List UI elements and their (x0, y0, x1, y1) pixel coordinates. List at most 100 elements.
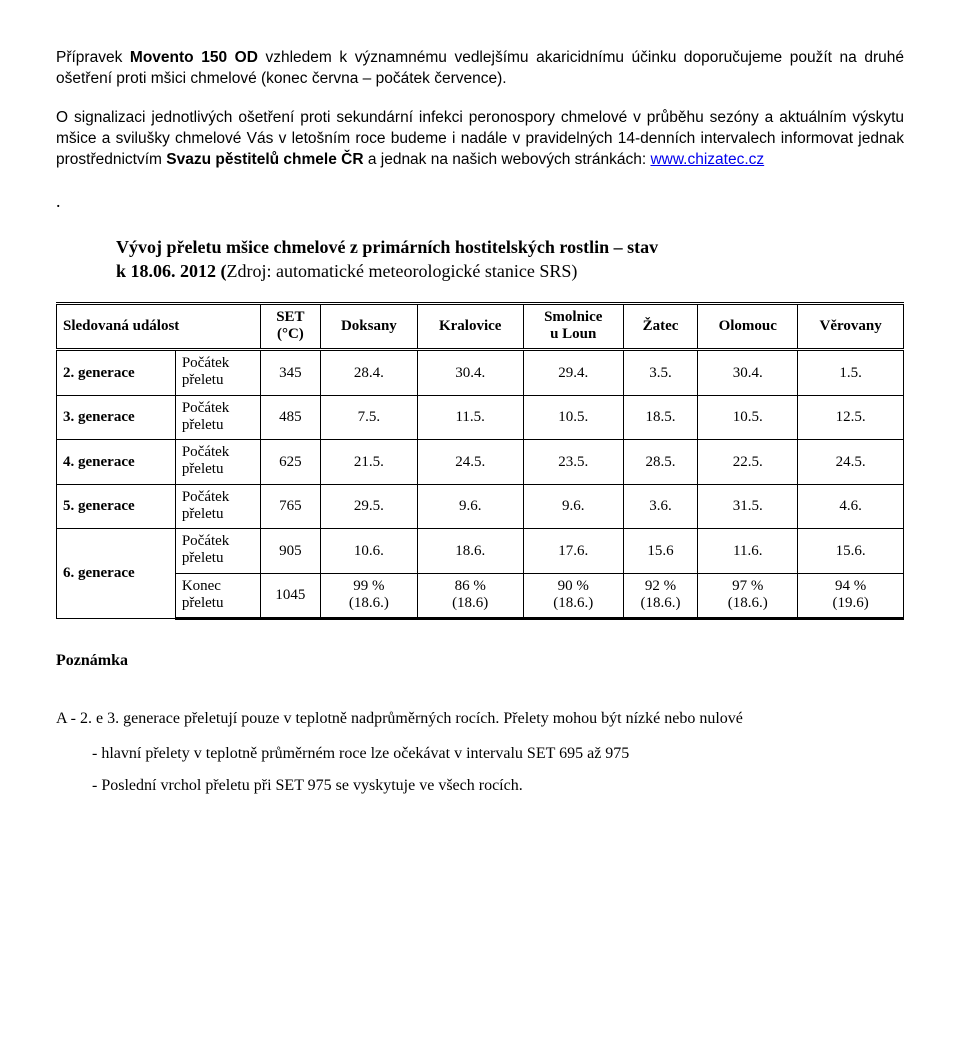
cell: 7.5. (321, 395, 418, 440)
cell: 15.6 (623, 529, 697, 574)
cell-l2: (18.6.) (349, 595, 389, 611)
cell: 9.6. (523, 484, 623, 529)
table-row: 6. generace Počátekpřeletu 905 10.6. 18.… (57, 529, 904, 574)
row-sublabel: Počátekpřeletu (175, 529, 260, 574)
cell: 485 (260, 395, 320, 440)
row-sublabel: Počátekpřeletu (175, 395, 260, 440)
section-heading: Vývoj přeletu mšice chmelové z primárníc… (116, 235, 904, 284)
col-set-l2: (°C) (277, 326, 304, 342)
cell: 10.5. (523, 395, 623, 440)
para2-part2: a jednak na našich webových stránkách: (368, 151, 651, 168)
table-row: Konecpřeletu 1045 99 %(18.6.) 86 %(18.6)… (57, 573, 904, 619)
cell: 29.5. (321, 484, 418, 529)
row-sublabel: Počátekpřeletu (175, 484, 260, 529)
col-zatec: Žatec (623, 303, 697, 350)
col-olomouc: Olomouc (698, 303, 798, 350)
row-sublabel: Počátekpřeletu (175, 350, 260, 396)
cell: 905 (260, 529, 320, 574)
col-verovany: Věrovany (798, 303, 904, 350)
col-event: Sledovaná událost (57, 303, 261, 350)
cell: 28.4. (321, 350, 418, 396)
cell-l2: (18.6.) (728, 595, 768, 611)
note-c: - Poslední vrchol přeletu při SET 975 se… (92, 775, 904, 797)
note-a-text: 2. e 3. generace přeletují pouze v teplo… (80, 710, 743, 727)
cell-l2: (19.6) (833, 595, 869, 611)
row-label: 6. generace (57, 529, 176, 619)
cell-l1: 90 % (558, 578, 589, 594)
note-a: A - 2. e 3. generace přeletují pouze v t… (56, 708, 904, 730)
cell-l1: 97 % (732, 578, 763, 594)
cell: 97 %(18.6.) (698, 573, 798, 619)
para1-prefix: Přípravek (56, 49, 130, 66)
cell: 625 (260, 440, 320, 485)
heading-line1: Vývoj přeletu mšice chmelové z primárníc… (116, 235, 904, 259)
cell: 18.6. (417, 529, 523, 574)
cell: 345 (260, 350, 320, 396)
cell: 31.5. (698, 484, 798, 529)
cell-l1: 86 % (455, 578, 486, 594)
cell: 12.5. (798, 395, 904, 440)
row-label: 3. generace (57, 395, 176, 440)
cell: 3.6. (623, 484, 697, 529)
cell: 92 %(18.6.) (623, 573, 697, 619)
table-row: 3. generace Počátekpřeletu 485 7.5. 11.5… (57, 395, 904, 440)
cell: 1045 (260, 573, 320, 619)
cell: 11.5. (417, 395, 523, 440)
col-smolnice-l2: u Loun (550, 326, 596, 342)
cell: 30.4. (417, 350, 523, 396)
cell: 86 %(18.6) (417, 573, 523, 619)
col-set-l1: SET (276, 309, 304, 325)
table-row: 5. generace Počátekpřeletu 765 29.5. 9.6… (57, 484, 904, 529)
cell-l1: 94 % (835, 578, 866, 594)
col-doksany: Doksany (321, 303, 418, 350)
cell: 94 %(19.6) (798, 573, 904, 619)
cell: 15.6. (798, 529, 904, 574)
col-smolnice-l1: Smolnice (544, 309, 602, 325)
cell: 28.5. (623, 440, 697, 485)
cell: 30.4. (698, 350, 798, 396)
note-heading: Poznámka (56, 650, 904, 672)
cell-l1: 92 % (645, 578, 676, 594)
heading-line2: k 18.06. 2012 ( (116, 261, 227, 281)
row-sublabel: Počátekpřeletu (175, 440, 260, 485)
para1-product-name: Movento 150 OD (130, 49, 258, 66)
dot-separator: . (56, 189, 904, 213)
cell: 21.5. (321, 440, 418, 485)
cell: 10.6. (321, 529, 418, 574)
cell-l2: (18.6.) (553, 595, 593, 611)
cell-l2: (18.6.) (641, 595, 681, 611)
table-row: 2. generace Počátekpřeletu 345 28.4. 30.… (57, 350, 904, 396)
cell: 3.5. (623, 350, 697, 396)
row-label: 4. generace (57, 440, 176, 485)
row-sublabel: Konecpřeletu (175, 573, 260, 619)
cell-l1: 99 % (353, 578, 384, 594)
paragraph-2: O signalizaci jednotlivých ošetření prot… (56, 108, 904, 171)
cell: 24.5. (417, 440, 523, 485)
cell: 11.6. (698, 529, 798, 574)
cell: 9.6. (417, 484, 523, 529)
table-header-row: Sledovaná událost SET (°C) Doksany Kralo… (57, 303, 904, 350)
heading-line2-rest: Zdroj: automatické meteorologické stanic… (227, 261, 578, 281)
website-link[interactable]: www.chizatec.cz (650, 151, 764, 168)
cell: 17.6. (523, 529, 623, 574)
cell: 23.5. (523, 440, 623, 485)
cell: 4.6. (798, 484, 904, 529)
cell: 29.4. (523, 350, 623, 396)
table-row: 4. generace Počátekpřeletu 625 21.5. 24.… (57, 440, 904, 485)
cell: 18.5. (623, 395, 697, 440)
note-a-prefix: A - (56, 710, 80, 727)
para2-org-name: Svazu pěstitelů chmele ČR (166, 151, 368, 168)
cell: 10.5. (698, 395, 798, 440)
data-table: Sledovaná událost SET (°C) Doksany Kralo… (56, 302, 904, 621)
cell: 99 %(18.6.) (321, 573, 418, 619)
row-label: 5. generace (57, 484, 176, 529)
cell: 90 %(18.6.) (523, 573, 623, 619)
cell: 765 (260, 484, 320, 529)
cell: 22.5. (698, 440, 798, 485)
cell: 24.5. (798, 440, 904, 485)
cell-l2: (18.6) (452, 595, 488, 611)
row-label: 2. generace (57, 350, 176, 396)
col-kralovice: Kralovice (417, 303, 523, 350)
note-b: - hlavní přelety v teplotně průměrném ro… (92, 743, 904, 765)
col-smolnice: Smolnice u Loun (523, 303, 623, 350)
